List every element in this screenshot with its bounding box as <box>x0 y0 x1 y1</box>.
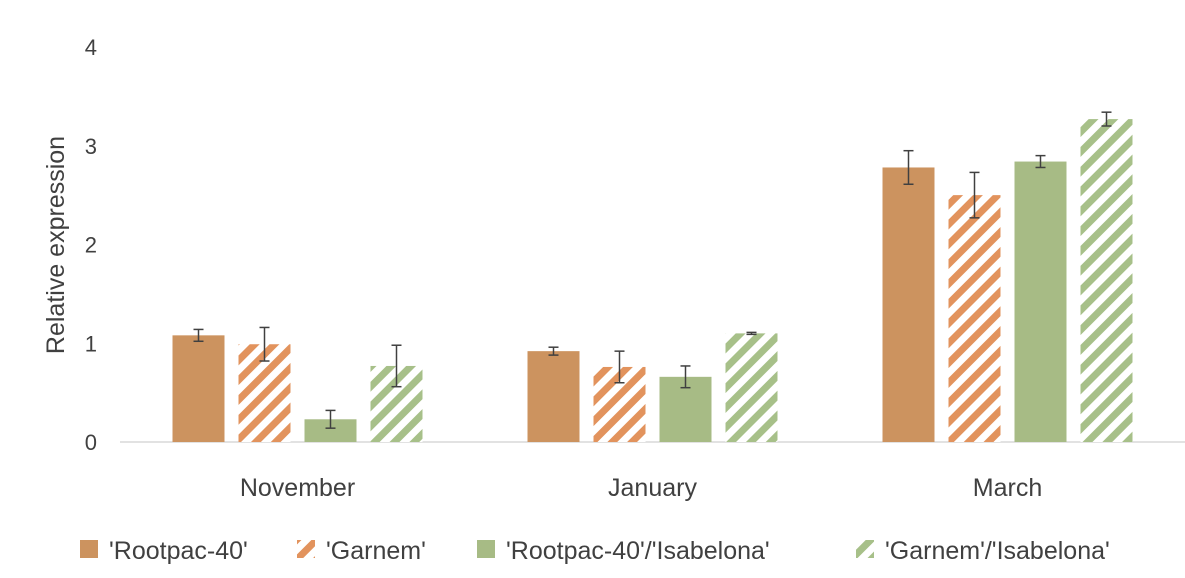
legend-item: 'Garnem' <box>297 537 426 565</box>
error-bar <box>614 350 625 384</box>
legend-swatch <box>80 540 98 558</box>
error-bar <box>548 346 559 356</box>
y-axis-title: Relative expression <box>42 136 70 354</box>
error-bar <box>259 326 270 362</box>
error-bars-group <box>193 111 1112 429</box>
error-bar <box>680 365 691 389</box>
legend-swatch <box>297 540 315 558</box>
error-bar <box>325 409 336 429</box>
y-tick-label: 4 <box>85 35 97 60</box>
x-category-label: March <box>973 474 1042 502</box>
x-category-label: November <box>240 474 355 502</box>
x-category-labels: November January March <box>240 474 1042 502</box>
y-axis-title-group: Relative expression <box>42 136 70 354</box>
bar <box>1080 119 1133 443</box>
legend-swatch <box>856 540 874 558</box>
bar <box>304 419 357 442</box>
y-tick-label: 0 <box>85 430 97 455</box>
bars-group <box>172 119 1133 443</box>
bar <box>882 167 935 442</box>
error-bar <box>1035 154 1046 169</box>
legend-label: 'Garnem'/'Isabelona' <box>885 537 1110 565</box>
legend: 'Rootpac-40' 'Garnem' 'Rootpac-40'/'Isabel… <box>80 537 1110 565</box>
bar <box>527 351 580 442</box>
bar <box>948 195 1001 442</box>
legend-item: 'Rootpac-40'/'Isabelona' <box>477 537 770 565</box>
y-tick-label: 1 <box>85 331 97 356</box>
error-bar <box>969 171 980 219</box>
legend-label: 'Rootpac-40'/'Isabelona' <box>506 537 770 565</box>
y-tick-labels: 0 1 2 3 4 <box>85 35 97 455</box>
error-bar <box>1101 111 1112 127</box>
bar <box>1014 161 1067 443</box>
error-bar <box>391 344 402 388</box>
legend-swatch <box>477 540 495 558</box>
bar <box>725 333 778 442</box>
error-bar <box>193 328 204 343</box>
x-category-label: January <box>608 474 697 502</box>
legend-item: 'Rootpac-40' <box>80 537 248 565</box>
bar <box>172 335 225 442</box>
y-tick-label: 3 <box>85 134 97 159</box>
legend-label: 'Rootpac-40' <box>109 537 248 565</box>
error-bar <box>746 331 757 336</box>
error-bar <box>903 149 914 186</box>
legend-label: 'Garnem' <box>326 537 426 565</box>
legend-item: 'Garnem'/'Isabelona' <box>856 537 1110 565</box>
y-tick-label: 2 <box>85 233 97 258</box>
